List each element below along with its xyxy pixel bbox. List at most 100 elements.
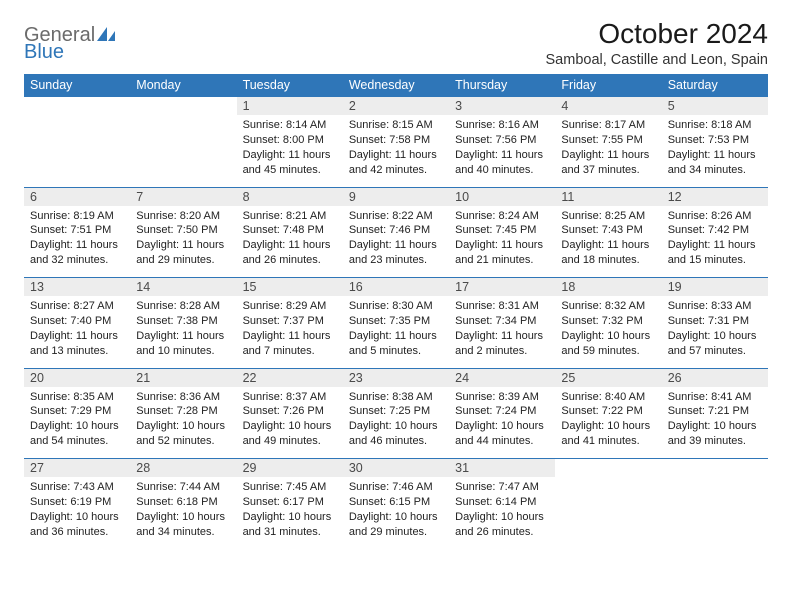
- daylight-text-1: Daylight: 11 hours: [561, 238, 655, 253]
- sunset-text: Sunset: 7:25 PM: [349, 404, 443, 419]
- daylight-text-1: Daylight: 11 hours: [349, 148, 443, 163]
- day-cell: Sunrise: 8:35 AMSunset: 7:29 PMDaylight:…: [24, 387, 130, 459]
- day-header: Wednesday: [343, 74, 449, 97]
- daylight-text-2: and 26 minutes.: [243, 253, 337, 268]
- daynum-row: 6789101112: [24, 187, 768, 206]
- day-cell: Sunrise: 7:43 AMSunset: 6:19 PMDaylight:…: [24, 477, 130, 549]
- daylight-text-2: and 42 minutes.: [349, 163, 443, 178]
- sunset-text: Sunset: 7:32 PM: [561, 314, 655, 329]
- day-cell: Sunrise: 8:39 AMSunset: 7:24 PMDaylight:…: [449, 387, 555, 459]
- sunset-text: Sunset: 7:34 PM: [455, 314, 549, 329]
- location-label: Samboal, Castille and Leon, Spain: [546, 52, 768, 68]
- sunrise-text: Sunrise: 8:31 AM: [455, 299, 549, 314]
- daylight-text-1: Daylight: 10 hours: [349, 419, 443, 434]
- day-cell: Sunrise: 8:30 AMSunset: 7:35 PMDaylight:…: [343, 296, 449, 368]
- day-number: 29: [237, 459, 343, 478]
- day-header: Monday: [130, 74, 236, 97]
- day-cell: Sunrise: 8:14 AMSunset: 8:00 PMDaylight:…: [237, 115, 343, 187]
- sunset-text: Sunset: 7:58 PM: [349, 133, 443, 148]
- sunrise-text: Sunrise: 8:14 AM: [243, 118, 337, 133]
- daylight-text-2: and 13 minutes.: [30, 344, 124, 359]
- day-cell: Sunrise: 8:25 AMSunset: 7:43 PMDaylight:…: [555, 206, 661, 278]
- sunrise-text: Sunrise: 8:21 AM: [243, 209, 337, 224]
- sunset-text: Sunset: 7:43 PM: [561, 223, 655, 238]
- sunset-text: Sunset: 7:24 PM: [455, 404, 549, 419]
- daylight-text-1: Daylight: 10 hours: [349, 510, 443, 525]
- sunset-text: Sunset: 7:29 PM: [30, 404, 124, 419]
- day-cell: Sunrise: 8:24 AMSunset: 7:45 PMDaylight:…: [449, 206, 555, 278]
- sunset-text: Sunset: 6:14 PM: [455, 495, 549, 510]
- daylight-text-1: Daylight: 11 hours: [455, 148, 549, 163]
- day-cell: Sunrise: 8:40 AMSunset: 7:22 PMDaylight:…: [555, 387, 661, 459]
- day-number: 11: [555, 187, 661, 206]
- day-cell: Sunrise: 8:18 AMSunset: 7:53 PMDaylight:…: [662, 115, 768, 187]
- sunset-text: Sunset: 7:45 PM: [455, 223, 549, 238]
- day-header: Saturday: [662, 74, 768, 97]
- sunset-text: Sunset: 7:50 PM: [136, 223, 230, 238]
- day-cell: Sunrise: 8:16 AMSunset: 7:56 PMDaylight:…: [449, 115, 555, 187]
- sunset-text: Sunset: 7:37 PM: [243, 314, 337, 329]
- daylight-text-1: Daylight: 10 hours: [243, 419, 337, 434]
- content-row: Sunrise: 8:14 AMSunset: 8:00 PMDaylight:…: [24, 115, 768, 187]
- sunrise-text: Sunrise: 8:15 AM: [349, 118, 443, 133]
- daylight-text-2: and 44 minutes.: [455, 434, 549, 449]
- day-number: [130, 97, 236, 116]
- daylight-text-2: and 29 minutes.: [136, 253, 230, 268]
- day-number: 2: [343, 97, 449, 116]
- daylight-text-2: and 23 minutes.: [349, 253, 443, 268]
- sunset-text: Sunset: 7:51 PM: [30, 223, 124, 238]
- day-cell: Sunrise: 8:22 AMSunset: 7:46 PMDaylight:…: [343, 206, 449, 278]
- day-cell: Sunrise: 8:38 AMSunset: 7:25 PMDaylight:…: [343, 387, 449, 459]
- sunrise-text: Sunrise: 8:17 AM: [561, 118, 655, 133]
- sunset-text: Sunset: 7:21 PM: [668, 404, 762, 419]
- header: General Blue October 2024 Samboal, Casti…: [24, 18, 768, 68]
- day-cell: [555, 477, 661, 549]
- day-cell: Sunrise: 8:17 AMSunset: 7:55 PMDaylight:…: [555, 115, 661, 187]
- sunrise-text: Sunrise: 8:26 AM: [668, 209, 762, 224]
- brand-logo: General Blue: [24, 18, 115, 64]
- day-cell: Sunrise: 8:36 AMSunset: 7:28 PMDaylight:…: [130, 387, 236, 459]
- sunset-text: Sunset: 6:18 PM: [136, 495, 230, 510]
- day-cell: Sunrise: 8:37 AMSunset: 7:26 PMDaylight:…: [237, 387, 343, 459]
- sunset-text: Sunset: 7:42 PM: [668, 223, 762, 238]
- daylight-text-1: Daylight: 10 hours: [136, 419, 230, 434]
- day-number: 27: [24, 459, 130, 478]
- daynum-row: 12345: [24, 97, 768, 116]
- sunrise-text: Sunrise: 7:44 AM: [136, 480, 230, 495]
- day-number: 7: [130, 187, 236, 206]
- day-number: 16: [343, 278, 449, 297]
- sunrise-text: Sunrise: 8:30 AM: [349, 299, 443, 314]
- day-number: 3: [449, 97, 555, 116]
- daylight-text-2: and 10 minutes.: [136, 344, 230, 359]
- day-header: Sunday: [24, 74, 130, 97]
- day-number: 24: [449, 368, 555, 387]
- day-cell: Sunrise: 7:46 AMSunset: 6:15 PMDaylight:…: [343, 477, 449, 549]
- day-number: [662, 459, 768, 478]
- brand-text-2: Blue: [24, 41, 64, 63]
- daylight-text-2: and 52 minutes.: [136, 434, 230, 449]
- day-header: Friday: [555, 74, 661, 97]
- day-number: 12: [662, 187, 768, 206]
- sunrise-text: Sunrise: 7:45 AM: [243, 480, 337, 495]
- daylight-text-1: Daylight: 11 hours: [243, 238, 337, 253]
- daylight-text-1: Daylight: 10 hours: [561, 419, 655, 434]
- day-cell: Sunrise: 8:33 AMSunset: 7:31 PMDaylight:…: [662, 296, 768, 368]
- day-number: 10: [449, 187, 555, 206]
- day-cell: [662, 477, 768, 549]
- sunrise-text: Sunrise: 8:40 AM: [561, 390, 655, 405]
- daylight-text-2: and 7 minutes.: [243, 344, 337, 359]
- content-row: Sunrise: 8:27 AMSunset: 7:40 PMDaylight:…: [24, 296, 768, 368]
- day-number: 28: [130, 459, 236, 478]
- day-cell: Sunrise: 8:15 AMSunset: 7:58 PMDaylight:…: [343, 115, 449, 187]
- daylight-text-1: Daylight: 11 hours: [30, 329, 124, 344]
- day-cell: Sunrise: 8:28 AMSunset: 7:38 PMDaylight:…: [130, 296, 236, 368]
- day-number: 13: [24, 278, 130, 297]
- sunrise-text: Sunrise: 8:36 AM: [136, 390, 230, 405]
- sunrise-text: Sunrise: 8:19 AM: [30, 209, 124, 224]
- sunset-text: Sunset: 7:38 PM: [136, 314, 230, 329]
- sunset-text: Sunset: 7:40 PM: [30, 314, 124, 329]
- daylight-text-2: and 54 minutes.: [30, 434, 124, 449]
- sunrise-text: Sunrise: 8:25 AM: [561, 209, 655, 224]
- daylight-text-1: Daylight: 11 hours: [349, 238, 443, 253]
- daylight-text-2: and 36 minutes.: [30, 525, 124, 540]
